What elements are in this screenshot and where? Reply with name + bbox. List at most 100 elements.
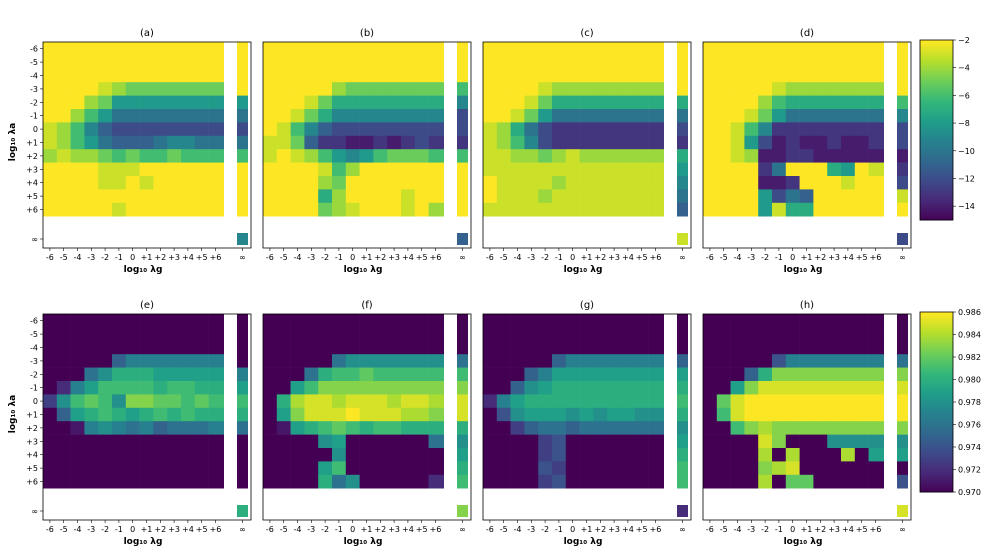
heatmap-cell (401, 461, 416, 476)
heatmap-cell (882, 82, 884, 96)
heatmap-cell (882, 122, 884, 137)
heatmap-cell (276, 461, 291, 476)
infinity-column-cell (237, 461, 248, 476)
heatmap-cell (442, 135, 444, 150)
heatmap-cell (758, 176, 773, 190)
x-tick-label: +4 (842, 525, 854, 534)
x-tick-label: +6 (210, 525, 222, 534)
heatmap-cell (318, 202, 333, 217)
heatmap-cell (510, 340, 525, 355)
heatmap-cell (716, 135, 731, 150)
colorbar-segment (920, 413, 953, 416)
heatmap-cell (222, 176, 224, 190)
heatmap-cell (483, 394, 498, 409)
heatmap-cell (359, 202, 374, 217)
heatmap-cell (332, 82, 347, 96)
colorbar-segment (920, 372, 953, 376)
heatmap-cell (882, 474, 884, 489)
heatmap-cell (98, 55, 113, 70)
heatmap-cell (359, 189, 374, 204)
colorbar-tick-label: −10 (958, 147, 975, 156)
heatmap-cell (565, 122, 580, 137)
infinity-column-cell (897, 176, 908, 190)
heatmap-cell (181, 421, 196, 435)
heatmap-cell (43, 122, 58, 137)
heatmap-cell (634, 327, 649, 342)
heatmap-cell (181, 109, 196, 123)
heatmap-cell (648, 394, 663, 409)
heatmap-cell (222, 407, 224, 422)
heatmap-cell (125, 189, 140, 204)
heatmap-cell (538, 202, 553, 217)
heatmap-cell (125, 448, 140, 462)
heatmap-cell (593, 327, 608, 342)
heatmap-cell (98, 176, 113, 190)
heatmap-cell (345, 135, 360, 150)
colorbar-segment (920, 152, 953, 156)
panel-f: (f)-6 -5 -4 -3 -2 -1 0 +1 +2 +3 +4 +5 +6 ∞log₁₀ λg (262, 300, 472, 547)
heatmap-cell (524, 314, 539, 328)
heatmap-cell (607, 367, 622, 382)
heatmap-cell (167, 448, 182, 462)
heatmap-cell (56, 340, 71, 355)
heatmap-cell (841, 135, 856, 150)
separator-strip (884, 42, 896, 248)
heatmap-cell (827, 135, 842, 150)
heatmap-cell (276, 394, 291, 409)
heatmap-cell (841, 367, 856, 382)
heatmap-cell (730, 42, 745, 56)
heatmap-cell (290, 162, 305, 177)
x-tick-label: ∞ (239, 525, 246, 534)
heatmap-cell (593, 135, 608, 150)
heatmap-cell (813, 340, 828, 355)
y-tick-label: -5 (30, 330, 38, 339)
colorbar-segment (920, 193, 953, 196)
heatmap-cell (607, 354, 622, 368)
heatmap-cell (43, 354, 58, 368)
heatmap-cell (414, 354, 429, 368)
heatmap-cell (496, 82, 511, 96)
heatmap-cell (98, 448, 113, 462)
heatmap-cell (552, 381, 567, 395)
heatmap-cell (70, 82, 85, 96)
heatmap-cell (758, 162, 773, 177)
y-tick-label: -4 (30, 344, 38, 353)
heatmap-cell (139, 122, 154, 137)
heatmap-cell (139, 149, 154, 163)
heatmap-cell (276, 189, 291, 204)
heatmap-cell (648, 314, 663, 328)
infinity-corner-cell (677, 505, 688, 517)
heatmap-cell (304, 202, 319, 217)
heatmap-cell (538, 434, 553, 449)
heatmap-cell (607, 314, 622, 328)
heatmap-cell (854, 407, 869, 422)
heatmap-cell (276, 434, 291, 449)
heatmap-cell (125, 340, 140, 355)
heatmap-cell (607, 448, 622, 462)
colorbar-segment (920, 426, 953, 430)
x-tick-label: 0 (790, 525, 795, 534)
heatmap-cell (510, 407, 525, 422)
heatmap-cell (167, 367, 182, 382)
heatmap-cell (373, 461, 388, 476)
heatmap-cell (662, 122, 664, 137)
infinity-column-cell (457, 42, 468, 56)
x-tick-label: +6 (430, 525, 442, 534)
heatmap-cell (290, 176, 305, 190)
infinity-column-cell (897, 314, 908, 328)
heatmap-cell (290, 381, 305, 395)
heatmap-cell (98, 367, 113, 382)
colorbar-segment (920, 379, 953, 383)
heatmap-cell (345, 407, 360, 422)
heatmap-cell (785, 381, 800, 395)
heatmap-cell (634, 149, 649, 163)
heatmap-cell (799, 82, 814, 96)
heatmap-cell (373, 448, 388, 462)
infinity-column-cell (897, 407, 908, 422)
colorbar-tick-label: 0.984 (958, 331, 981, 340)
heatmap-cell (332, 189, 347, 204)
heatmap-cell (112, 149, 127, 163)
heatmap-cell (538, 68, 553, 83)
heatmap-cell (621, 68, 636, 83)
heatmap-cell (139, 434, 154, 449)
